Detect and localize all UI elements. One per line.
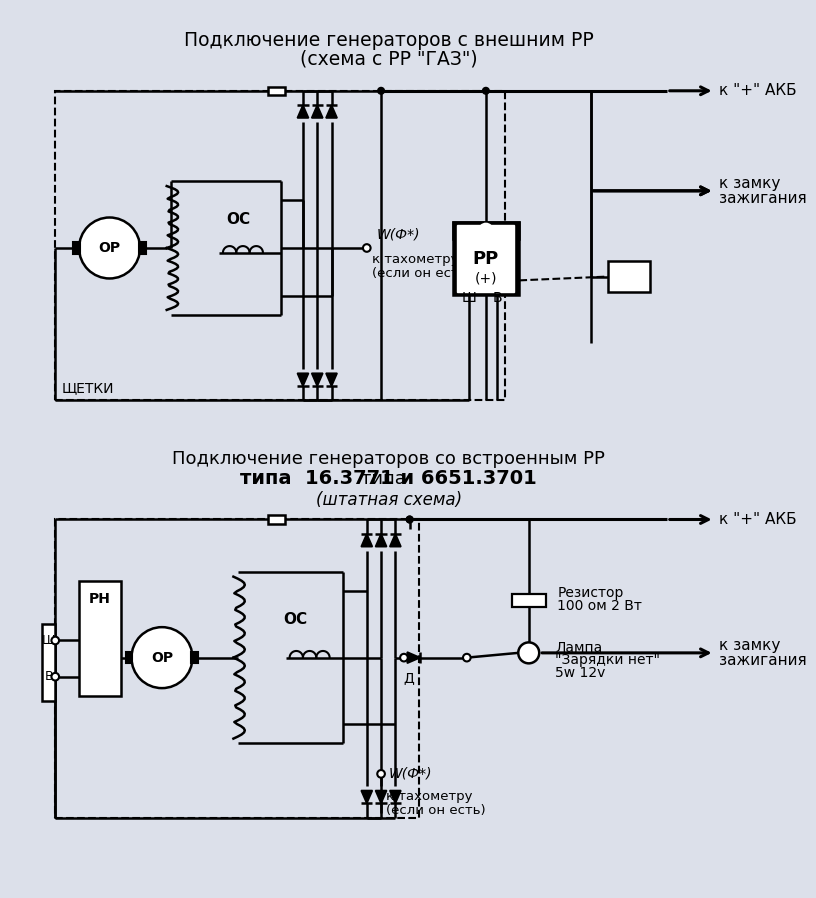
Text: к замку: к замку: [719, 176, 781, 190]
Text: ОР: ОР: [99, 241, 121, 255]
Text: 100 ом 2 Вт: 100 ом 2 Вт: [557, 599, 642, 613]
Circle shape: [482, 87, 490, 94]
Bar: [126, 652, 132, 664]
Bar: [453, 222, 519, 295]
Bar: [608, 261, 650, 292]
Polygon shape: [297, 374, 308, 386]
Polygon shape: [312, 105, 323, 118]
Text: ОС: ОС: [283, 612, 308, 627]
Bar: [55, 91, 505, 401]
Polygon shape: [326, 374, 337, 386]
Text: Д: Д: [403, 671, 414, 685]
Text: к тахометру: к тахометру: [372, 252, 459, 266]
Circle shape: [463, 654, 471, 662]
Circle shape: [400, 654, 408, 662]
Polygon shape: [312, 374, 323, 386]
Circle shape: [363, 244, 370, 251]
Text: (если он есть): (если он есть): [386, 805, 486, 817]
Text: к тахометру: к тахометру: [386, 790, 472, 803]
Text: РР: РР: [472, 251, 499, 269]
Bar: [268, 86, 285, 95]
Text: ОР: ОР: [151, 651, 173, 665]
Text: W(Ф*): W(Ф*): [388, 767, 432, 781]
Bar: [55, 520, 419, 818]
Text: (+): (+): [475, 271, 497, 286]
Circle shape: [79, 217, 140, 278]
Circle shape: [378, 87, 384, 94]
Bar: [42, 624, 55, 700]
Bar: [139, 242, 146, 254]
Text: (если он есть): (если он есть): [372, 267, 472, 280]
Circle shape: [377, 770, 385, 778]
Circle shape: [51, 637, 59, 644]
Bar: [73, 242, 80, 254]
Text: (штатная схема): (штатная схема): [316, 491, 462, 509]
Text: Резистор: Резистор: [557, 585, 623, 600]
Text: РН: РН: [89, 592, 111, 605]
Circle shape: [518, 642, 539, 664]
Text: Подключение генераторов с внешним РР: Подключение генераторов с внешним РР: [184, 31, 593, 49]
Text: (схема с РР "ГАЗ"): (схема с РР "ГАЗ"): [300, 50, 477, 69]
Text: зажигания: зажигания: [719, 191, 807, 206]
Text: В: В: [44, 670, 53, 683]
Polygon shape: [326, 105, 337, 118]
Polygon shape: [361, 790, 372, 804]
Bar: [268, 515, 285, 524]
Polygon shape: [297, 105, 308, 118]
Text: к "+" АКБ: к "+" АКБ: [719, 84, 797, 98]
Bar: [453, 222, 519, 239]
Bar: [79, 581, 121, 696]
Polygon shape: [361, 533, 372, 547]
Circle shape: [51, 673, 59, 681]
Text: типа  16.3771 и 6651.3701: типа 16.3771 и 6651.3701: [241, 469, 537, 488]
Circle shape: [479, 224, 493, 237]
Text: зажигания: зажигания: [719, 653, 807, 668]
Text: 5w 12v: 5w 12v: [556, 666, 605, 680]
Polygon shape: [375, 533, 387, 547]
Text: к "+" АКБ: к "+" АКБ: [719, 512, 797, 527]
Bar: [512, 594, 546, 607]
Text: Ш: Ш: [461, 291, 476, 304]
Text: Лампа: Лампа: [556, 641, 603, 656]
Polygon shape: [407, 652, 420, 664]
Text: В: В: [493, 291, 502, 304]
Polygon shape: [375, 790, 387, 804]
Circle shape: [406, 516, 413, 523]
Text: Подключение генераторов со встроенным РР: Подключение генераторов со встроенным РР: [172, 451, 605, 469]
Text: ЩЕТКИ: ЩЕТКИ: [62, 382, 114, 396]
Text: к замку: к замку: [719, 638, 781, 653]
Text: Ш: Ш: [42, 634, 55, 647]
Bar: [457, 224, 514, 292]
Circle shape: [406, 516, 413, 523]
Text: "Зарядки нет": "Зарядки нет": [556, 654, 660, 667]
Polygon shape: [390, 533, 401, 547]
Text: типа: типа: [361, 470, 417, 488]
Text: ОС: ОС: [226, 212, 251, 227]
Text: W(Ф*): W(Ф*): [376, 228, 419, 242]
Circle shape: [131, 627, 193, 688]
Bar: [192, 652, 198, 664]
Polygon shape: [390, 790, 401, 804]
